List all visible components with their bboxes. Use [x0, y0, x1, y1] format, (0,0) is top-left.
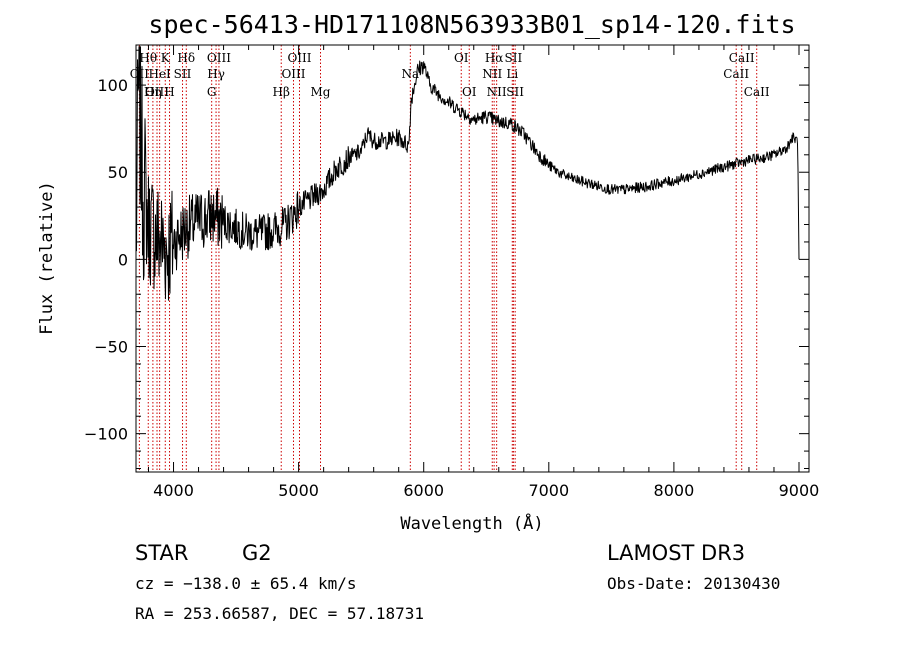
class-label: STAR [135, 541, 188, 565]
line-marker-label-21: G [207, 85, 217, 99]
x-tick-label-2: 6000 [403, 481, 444, 500]
y-tick-label-3: 50 [108, 163, 128, 182]
line-marker-label-12: Hγ [207, 67, 225, 81]
y-tick-label-2: 0 [118, 250, 128, 269]
line-marker-label-3: OIII [207, 51, 231, 65]
line-marker-label-25: NII [487, 85, 507, 99]
line-marker-label-22: Hβ [273, 85, 290, 99]
line-marker-label-6: Hα [485, 51, 504, 65]
line-marker-label-4: OIII [287, 51, 311, 65]
line-marker-label-16: Li [506, 67, 518, 81]
obs-date-text: Obs-Date: 20130430 [607, 574, 780, 593]
cz-text: cz = −138.0 ± 65.4 km/s [135, 574, 357, 593]
spectrum-group [135, 46, 800, 301]
plot-frame [135, 44, 810, 473]
line-marker-label-0: Hθ [139, 51, 157, 65]
y-tick-label-1: −50 [94, 338, 128, 357]
line-marker-label-27: CaII [744, 85, 770, 99]
line-marker-label-8: CaII [729, 51, 755, 65]
subclass-label: G2 [242, 541, 272, 565]
x-tick-label-4: 8000 [654, 481, 695, 500]
line-marker-label-26: SII [506, 85, 524, 99]
line-marker-label-18: OIII [145, 85, 169, 99]
line-marker-label-23: Mg [311, 85, 331, 99]
x-tick-label-3: 7000 [528, 481, 569, 500]
x-tick-label-0: 4000 [153, 481, 194, 500]
y-tick-label-4: 100 [97, 76, 128, 95]
spectrum-line [135, 46, 800, 301]
x-tick-label-5: 9000 [779, 481, 820, 500]
line-marker-label-2: Hδ [177, 51, 195, 65]
y-axis: −100 −50 0 50 100 [84, 49, 809, 470]
radec-text: RA = 253.66587, DEC = 57.18731 [135, 604, 424, 623]
x-axis: 4000 5000 6000 7000 8000 9000 [148, 45, 820, 500]
chart-title: spec-56413-HD171108N563933B01_sp14-120.f… [148, 10, 795, 39]
line-marker-label-13: OIII [281, 67, 305, 81]
line-marker-label-20: H [164, 85, 174, 99]
line-marker-label-1: K [161, 51, 171, 65]
line-marker-label-5: OI [454, 51, 469, 65]
line-marker-label-17: CaII [723, 67, 749, 81]
y-tick-label-0: −100 [84, 425, 128, 444]
line-marker-label-24: OI [462, 85, 477, 99]
survey-label: LAMOST DR3 [607, 541, 745, 565]
x-tick-label-1: 5000 [278, 481, 319, 500]
line-marker-label-15: NII [482, 67, 502, 81]
line-marker-label-7: SII [505, 51, 523, 65]
x-axis-label: Wavelength (Å) [400, 512, 543, 534]
line-marker-label-14: Na [402, 67, 420, 81]
line-marker-label-11: SII [174, 67, 192, 81]
line-marker-label-19: Hη [144, 85, 162, 99]
line-marker-label-10: HeI [148, 67, 171, 81]
y-axis-label: Flux (relative) [37, 181, 57, 335]
